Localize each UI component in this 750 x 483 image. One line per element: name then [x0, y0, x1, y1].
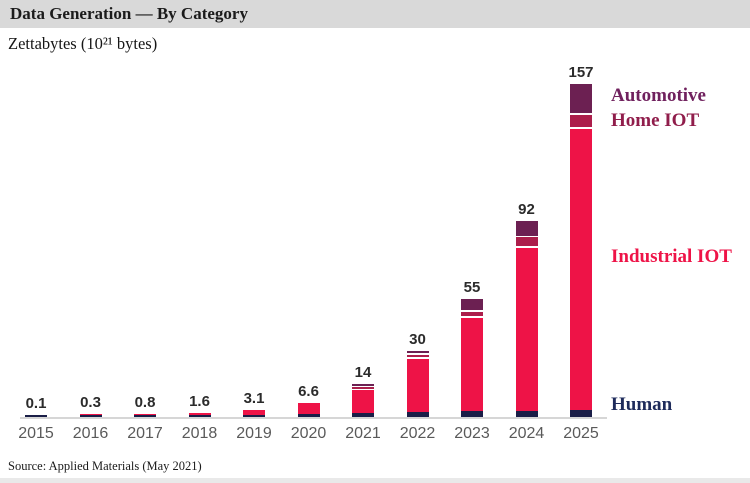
bar-segment-2025-human [570, 410, 592, 417]
bar-segment-2019-human [243, 415, 265, 417]
bottom-rule [0, 478, 750, 483]
value-label-2025: 157 [568, 64, 594, 82]
bar-segment-2024-automotive [515, 220, 538, 236]
bar-segment-2024-human [515, 410, 538, 417]
legend-label-human: Human [611, 394, 673, 415]
bar-segment-2020-human [297, 414, 320, 417]
bar-segment-2017-industrial-iot [134, 413, 156, 415]
bar-segment-2025-industrial-iot [570, 128, 592, 411]
x-tick-2019: 2019 [236, 425, 272, 442]
bar-segment-2025-home-iot [570, 114, 592, 128]
bar-segment-2023-automotive [461, 298, 483, 311]
x-tick-2023: 2023 [454, 425, 490, 442]
bar-segment-2022-automotive [406, 351, 429, 354]
bar-segment-2023-human [461, 411, 483, 417]
bar-segment-2025-automotive [570, 84, 592, 114]
bar-segment-2019-industrial-iot [243, 410, 265, 415]
bar-segment-2023-home-iot [461, 311, 483, 317]
bar-segment-2024-industrial-iot [515, 247, 538, 411]
value-label-2023: 55 [463, 278, 481, 296]
value-label-2019: 3.1 [243, 390, 265, 408]
value-label-2015: 0.1 [25, 395, 47, 412]
x-tick-2016: 2016 [72, 425, 109, 442]
y-axis-units-label: Zettabytes (10²¹ bytes) [8, 34, 158, 53]
bar-segment-2024-home-iot [515, 237, 538, 247]
bar-segment-2020-industrial-iot [297, 403, 320, 415]
bar-segment-2018-industrial-iot [188, 412, 211, 415]
value-label-2017: 0.8 [134, 393, 156, 411]
title-band: Data Generation — By Category [0, 0, 750, 28]
x-tick-2018: 2018 [181, 425, 218, 442]
bar-segment-2021-human [352, 413, 374, 417]
x-tick-2022: 2022 [399, 425, 436, 442]
x-tick-2015: 2015 [18, 425, 54, 442]
x-tick-2021: 2021 [345, 425, 381, 442]
page-title: Data Generation — By Category [10, 4, 248, 23]
bar-segment-2017-human [134, 415, 156, 417]
source-note: Source: Applied Materials (May 2021) [8, 459, 202, 473]
bar-segment-2022-human [406, 412, 429, 417]
x-tick-2025: 2025 [563, 425, 599, 442]
bar-segment-2022-home-iot [406, 354, 429, 358]
value-label-2020: 6.6 [298, 383, 319, 401]
legend-label-home-iot: Home IOT [611, 110, 700, 131]
bar-segment-2018-human [188, 415, 211, 417]
bar-segment-2021-home-iot [352, 387, 374, 389]
x-tick-2017: 2017 [127, 425, 163, 442]
bar-segment-2023-industrial-iot [461, 317, 483, 412]
bar-segment-2021-industrial-iot [352, 390, 374, 414]
bar-segment-2022-industrial-iot [406, 358, 429, 413]
x-tick-2020: 2020 [290, 425, 327, 442]
x-tick-2024: 2024 [508, 425, 545, 442]
bar-segment-2016-human [79, 415, 102, 417]
bar-segment-2016-industrial-iot [79, 413, 102, 415]
legend-label-automotive: Automotive [611, 85, 706, 106]
x-axis-line [20, 417, 607, 419]
value-label-2024: 92 [518, 200, 535, 218]
bar-segment-2021-automotive [352, 384, 374, 386]
value-label-2021: 14 [354, 364, 372, 382]
bar-segment-2015-human [25, 415, 47, 417]
legend-label-industrial-iot: Industrial IOT [611, 246, 732, 267]
value-label-2016: 0.3 [80, 393, 101, 411]
value-label-2022: 30 [409, 331, 426, 348]
value-label-2018: 1.6 [189, 392, 210, 410]
